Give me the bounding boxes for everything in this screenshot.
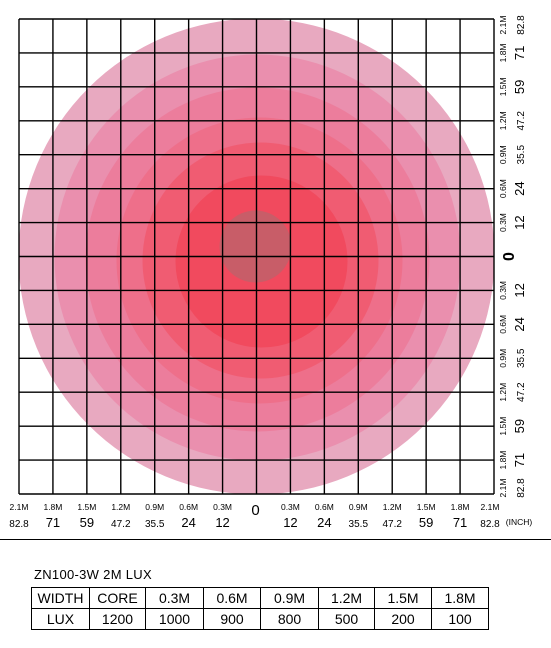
y-tick-label-inch: 82.8 (516, 478, 527, 498)
y-tick-label-m: 1.8M (498, 451, 508, 470)
y-tick-label-inch: 82.8 (516, 15, 527, 35)
x-tick-label-m: 0.9M (145, 502, 164, 512)
table-caption: ZN100-3W 2M LUX (34, 567, 152, 582)
header-cell-0-9m: 0.9M (260, 587, 319, 609)
y-axis-labels: 2.1M 82.8 1.8M 71 1.5M 59 1.2M 47.2 0.9M 35.5 0.6M… (498, 15, 527, 498)
y-tick-label-inch: 59 (512, 80, 527, 94)
value-cell-0-6m: 900 (203, 608, 261, 630)
header-cell-1-5m: 1.5M (374, 587, 432, 609)
x-tick-label-m: 0.6M (315, 502, 334, 512)
header-cell-1-8m: 1.8M (431, 587, 489, 609)
y-tick-label-zero: 0 (501, 252, 518, 261)
value-cell-0-9m: 800 (260, 608, 319, 630)
x-tick-label-m: 2.1M (481, 502, 500, 512)
lux-table-header-row: WIDTH CORE 0.3M 0.6M 0.9M 1.2M 1.5M 1.8M (31, 587, 489, 609)
x-tick-label-inch: 59 (80, 515, 94, 530)
y-tick-label-m: 1.5M (498, 417, 508, 436)
y-tick-label-m: 0.9M (498, 145, 508, 164)
value-cell-core: 1200 (89, 608, 146, 630)
y-tick-label-inch: 71 (512, 46, 527, 60)
x-tick-label-zero: 0 (251, 502, 259, 519)
x-tick-label-m: 0.9M (349, 502, 368, 512)
beam-spread-diagram: 2.1M 82.8 1.8M 71 1.5M 59 1.2M 47.2 0.9M 35.5 0.6M… (9, 15, 532, 530)
header-cell-width: WIDTH (31, 587, 90, 609)
lux-table: WIDTH CORE 0.3M 0.6M 0.9M 1.2M 1.5M 1.8M… (31, 587, 489, 630)
x-tick-label-inch: 47.2 (382, 519, 402, 530)
y-tick-label-inch: 47.2 (516, 382, 527, 402)
x-tick-label-inch: 35.5 (145, 519, 165, 530)
x-tick-label-inch: 71 (46, 515, 60, 530)
y-tick-label-m: 0.3M (498, 281, 508, 300)
x-tick-label-m: 1.8M (451, 502, 470, 512)
value-cell-1-5m: 200 (374, 608, 432, 630)
x-tick-label-inch: 71 (453, 515, 467, 530)
x-tick-label-m: 0.3M (213, 502, 232, 512)
x-tick-label-inch: 12 (215, 515, 229, 530)
x-tick-label-inch: 24 (317, 515, 331, 530)
measurement-grid (18, 18, 495, 495)
beam-core (219, 210, 292, 283)
y-tick-label-m: 1.5M (498, 77, 508, 96)
x-tick-label-m: 1.2M (383, 502, 402, 512)
y-tick-label-inch: 24 (512, 181, 527, 195)
y-tick-label-inch: 71 (512, 453, 527, 467)
y-tick-label-m: 2.1M (498, 16, 508, 35)
value-cell-1-2m: 500 (318, 608, 375, 630)
x-tick-label-m: 1.5M (77, 502, 96, 512)
x-tick-label-inch: 24 (181, 515, 195, 530)
x-tick-label-m: 0.6M (179, 502, 198, 512)
y-tick-label-inch: 12 (512, 215, 527, 229)
y-tick-label-inch: 35.5 (516, 145, 527, 165)
y-tick-label-inch: 47.2 (516, 111, 527, 131)
x-tick-label-m: 1.2M (111, 502, 130, 512)
y-tick-label-m: 0.3M (498, 213, 508, 232)
x-tick-label-m: 2.1M (10, 502, 29, 512)
y-tick-label-m: 2.1M (498, 479, 508, 498)
value-cell-0-3m: 1000 (145, 608, 204, 630)
x-tick-label-inch: 82.8 (480, 519, 500, 530)
x-tick-label-inch: 82.8 (9, 519, 29, 530)
value-cell-label: LUX (31, 608, 90, 630)
value-cell-1-8m: 100 (431, 608, 489, 630)
y-tick-label-m: 0.6M (498, 315, 508, 334)
header-cell-core: CORE (89, 587, 146, 609)
x-tick-label-m: 1.5M (417, 502, 436, 512)
lux-table-value-row: LUX 1200 1000 900 800 500 200 100 (31, 608, 489, 630)
x-tick-label-inch: 47.2 (111, 519, 131, 530)
header-cell-1-2m: 1.2M (318, 587, 375, 609)
header-cell-0-3m: 0.3M (145, 587, 204, 609)
x-axis-unit-label: (INCH) (506, 517, 533, 527)
x-tick-label-m: 1.8M (43, 502, 62, 512)
y-tick-label-m: 1.2M (498, 383, 508, 402)
y-tick-label-m: 1.8M (498, 43, 508, 62)
section-divider (0, 539, 551, 540)
y-tick-label-m: 0.9M (498, 349, 508, 368)
y-tick-label-m: 0.6M (498, 179, 508, 198)
y-tick-label-inch: 35.5 (516, 348, 527, 368)
x-tick-label-inch: 59 (419, 515, 433, 530)
y-tick-label-inch: 12 (512, 283, 527, 297)
x-axis-labels: 2.1M 82.8 1.8M 71 1.5M 59 1.2M 47.2 0.9M 35.5 0.6M… (9, 502, 532, 530)
x-tick-label-m: 0.3M (281, 502, 300, 512)
x-tick-label-inch: 12 (283, 515, 297, 530)
header-cell-0-6m: 0.6M (203, 587, 261, 609)
y-tick-label-inch: 59 (512, 419, 527, 433)
y-tick-label-m: 1.2M (498, 111, 508, 130)
y-tick-label-inch: 24 (512, 317, 527, 331)
x-tick-label-inch: 35.5 (349, 519, 369, 530)
